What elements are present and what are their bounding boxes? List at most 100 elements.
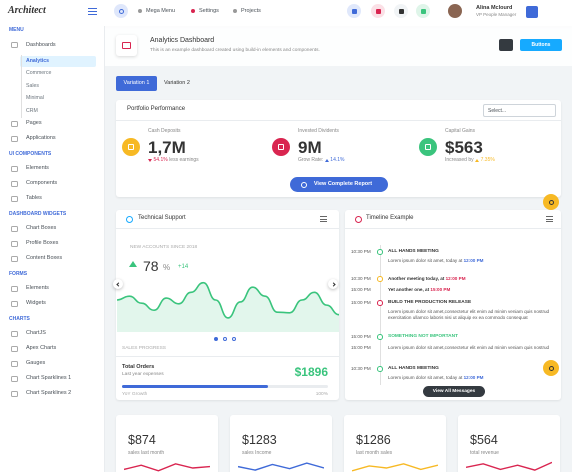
progress-fill [122, 385, 269, 388]
note-arrow [148, 158, 152, 162]
chart-line [117, 281, 339, 319]
user-button[interactable] [526, 6, 538, 18]
carousel-arrow [328, 279, 338, 289]
chart-area [117, 282, 339, 332]
sidebar-item[interactable]: Components [26, 180, 58, 187]
tab[interactable]: Variation 2 [164, 79, 190, 86]
timeline-text-body: Lorem ipsum dolor sit amet,consectetur e… [388, 309, 550, 320]
header-icon [398, 8, 404, 14]
widget-note: Grow Rate: 14.1% [298, 157, 344, 163]
sidebar-item[interactable]: Chart Boxes [26, 225, 57, 232]
widget-icon [419, 138, 437, 156]
user-role: VP People Manager [476, 12, 517, 18]
sidebar-item[interactable]: Apex Charts [26, 345, 57, 352]
card [458, 415, 560, 472]
card-menu-line [546, 218, 553, 220]
widget-note: Increased by 7.35% [445, 157, 495, 163]
timeline-title: SOMETHING NOT IMPORTANT [388, 334, 458, 340]
widget-icon-glyph [128, 144, 134, 150]
widget-value: $563 [445, 137, 483, 157]
header-menu-item[interactable]: Projects [241, 7, 261, 14]
sidebar-icon [11, 345, 18, 352]
card [116, 210, 339, 400]
orders-title: Total Orders [122, 363, 155, 370]
sidebar-icon [11, 180, 18, 187]
card [116, 415, 218, 472]
select[interactable]: Select... [483, 103, 556, 117]
timeline-text: Yet another one, at 15:00 PM [388, 287, 556, 293]
card-menu-line [320, 216, 327, 217]
page-title-bar [105, 26, 572, 66]
timeline-title: ALL HANDS MEETING [388, 366, 439, 372]
sidebar-item[interactable]: Widgets [26, 300, 46, 307]
timeline-highlight: 12:00 PM [463, 375, 484, 381]
sidebar-subitem[interactable]: Commerce [26, 70, 52, 77]
timeline-time: 15:00 PM [351, 287, 371, 293]
sidebar-item[interactable]: Chart Sparklines 2 [26, 390, 72, 397]
page-icon [116, 35, 137, 56]
orders-value: $1896 [294, 364, 328, 379]
sidebar-item[interactable]: Tables [26, 195, 42, 202]
sidebar-subitem[interactable]: Analytics [26, 57, 50, 64]
timeline-dot [377, 300, 383, 306]
view-messages-button[interactable]: View All Messages [423, 386, 485, 397]
sidebar-item[interactable]: ChartJS [26, 330, 46, 337]
star-button[interactable] [499, 39, 513, 51]
sales-heading: SALES PROGRESS [122, 346, 166, 352]
sidebar-item[interactable]: Elements [26, 285, 49, 292]
stat-label: total revenue [470, 450, 499, 456]
header-icon [351, 8, 357, 14]
sidebar-subitem[interactable]: Sales [26, 82, 39, 89]
sidebar-item[interactable]: Dashboards [26, 41, 56, 48]
widget-icon [272, 138, 290, 156]
timeline-time: 10:30 PM [351, 276, 371, 282]
divider [345, 228, 561, 229]
note-change: 54.1% [153, 157, 168, 163]
header-icon [375, 8, 381, 14]
card [344, 415, 446, 472]
sidebar-icon [11, 390, 18, 397]
note-arrow [475, 158, 480, 162]
card-icon [354, 215, 362, 223]
card-menu-line [546, 221, 553, 222]
timeline-dot [377, 366, 383, 372]
sidebar-item[interactable]: Gauges [26, 360, 46, 367]
page-icon-glyph [122, 42, 131, 49]
timeline-text-body: Lorem ipsum dolor sit amet, today at [388, 258, 463, 264]
buttons-button[interactable]: Buttons [520, 39, 562, 51]
carousel-dot [231, 336, 237, 342]
sidebar-item[interactable]: Pages [26, 120, 42, 127]
report-button[interactable]: View Complete Report [290, 177, 388, 192]
sidebar-subitem[interactable]: Minimal [26, 95, 44, 102]
sidebar-icon [11, 255, 18, 262]
accounts-heading: NEW ACCOUNTS SINCE 2018 [130, 245, 198, 251]
card [230, 415, 332, 472]
timeline-text-body: Another meeting today, at [388, 276, 445, 282]
divider [116, 120, 561, 121]
sidebar-item[interactable]: Elements [26, 165, 49, 172]
header-menu-item[interactable]: Mega Menu [146, 7, 176, 14]
sidebar [0, 26, 105, 472]
timeline-text: Lorem ipsum dolor sit amet, today at 12:… [388, 258, 556, 264]
tab-active[interactable]: Variation 1 [116, 76, 157, 91]
sidebar-item[interactable]: Profile Boxes [26, 240, 59, 247]
card-icon [125, 215, 133, 223]
sidebar-item[interactable]: Content Boxes [26, 255, 63, 262]
sidebar-subitem[interactable]: CRM [26, 107, 38, 114]
sidebar-item[interactable]: Chart Sparklines 1 [26, 375, 72, 382]
timeline-time: 10:30 PM [351, 366, 371, 372]
accounts-unit: % [163, 263, 171, 273]
sparkline-line [352, 463, 438, 472]
timeline-dot [377, 276, 383, 282]
menu-icon [232, 8, 238, 14]
sidebar-item[interactable]: Applications [26, 135, 56, 142]
carousel-dot [213, 336, 219, 342]
timeline-text-body: Lorem ipsum dolor sit amet, today at [388, 375, 463, 381]
sparkline [238, 462, 324, 471]
sparkline-line [238, 462, 324, 471]
widget-icon-glyph [278, 144, 284, 150]
header-menu-item[interactable]: Settings [199, 7, 219, 14]
page-title: Analytics Dashboard [150, 36, 215, 44]
stat-value: $874 [128, 432, 156, 447]
